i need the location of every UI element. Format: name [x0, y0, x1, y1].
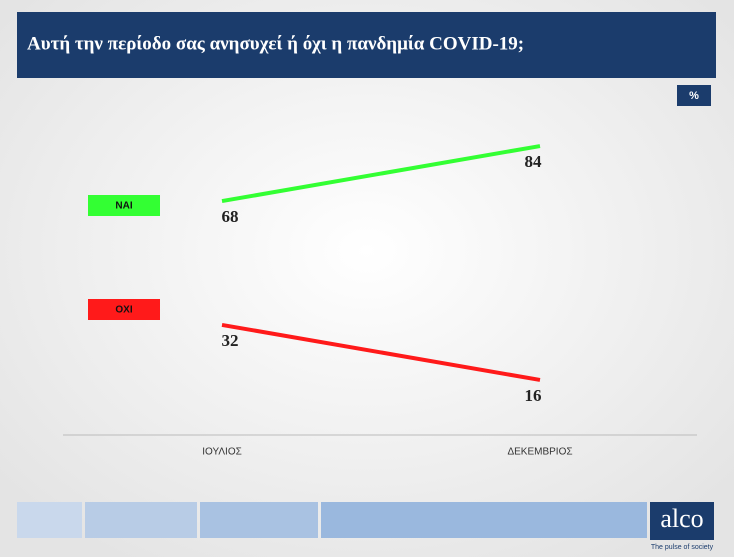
x-tick-label: ΙΟΥΛΙΟΣ: [202, 447, 242, 458]
legend-swatch: [88, 299, 160, 320]
legend-label: ΝΑΙ: [115, 201, 132, 212]
legend-label: ΟΧΙ: [115, 305, 132, 316]
footer-band: [200, 502, 318, 538]
legend-swatch: [88, 195, 160, 216]
footer-band: [321, 502, 647, 538]
series-line: [221, 322, 541, 382]
unit-badge: [677, 85, 711, 106]
data-label: 32: [222, 331, 239, 350]
data-label: 68: [222, 207, 239, 226]
chart-title: Αυτή την περίοδο σας ανησυχεί ή όχι η πα…: [27, 33, 524, 54]
logo-text: alco: [660, 504, 703, 533]
data-label: 84: [525, 152, 543, 171]
x-tick-label: ΔΕΚΕΜΒΡΙΟΣ: [507, 447, 572, 458]
logo: [650, 502, 714, 540]
data-label: 16: [525, 386, 542, 405]
series-line: [221, 144, 541, 204]
footer-band: [85, 502, 197, 538]
footer-band: [17, 502, 82, 538]
unit-label: %: [689, 90, 699, 102]
title-bar: [17, 12, 716, 78]
tagline: The pulse of society: [651, 544, 714, 551]
